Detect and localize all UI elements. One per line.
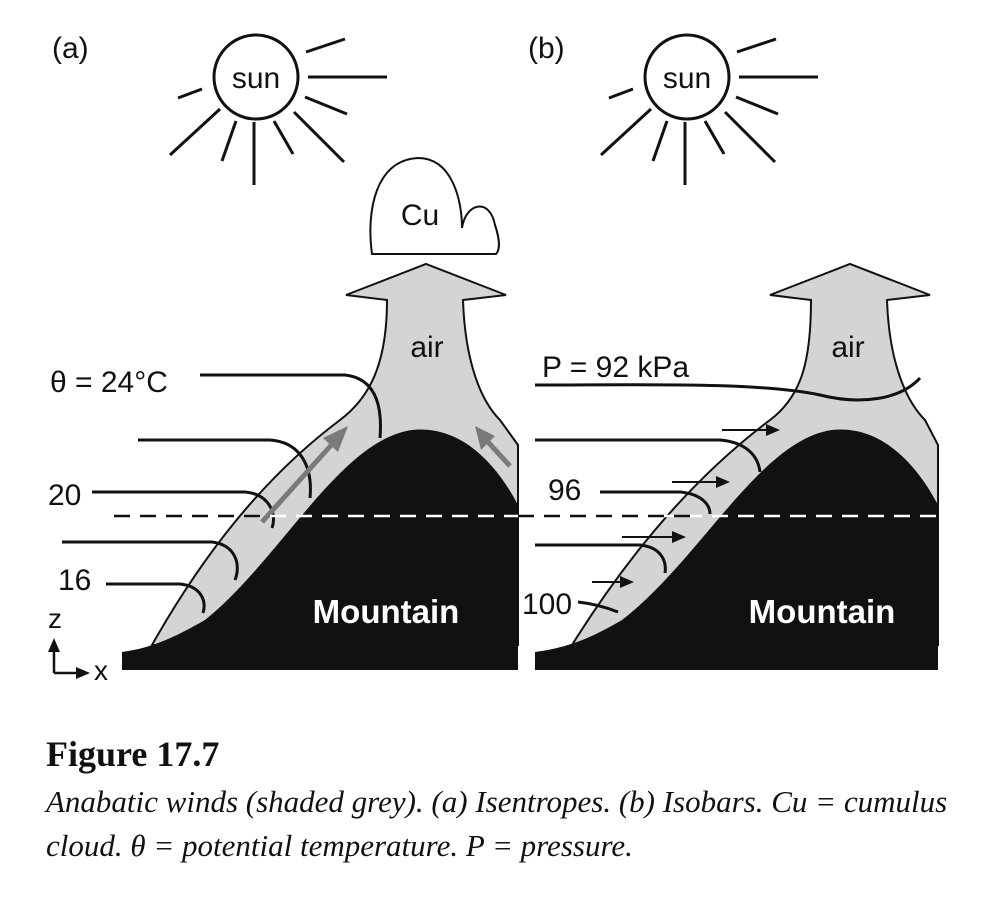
sun-icon <box>599 33 818 185</box>
sun-label-a: sun <box>232 62 280 95</box>
isentrope-label-24: θ = 24°C <box>50 366 168 399</box>
mountain-a <box>122 429 518 670</box>
isentropes <box>62 373 382 614</box>
isobar-label-92: P = 92 kPa <box>542 351 689 384</box>
isobar-label-100: 100 <box>522 588 572 621</box>
caption-text: Anabatic winds (shaded grey). (a) Isentr… <box>46 784 948 863</box>
pressure-gradient-arrows <box>592 424 780 588</box>
mountain-b <box>535 429 938 670</box>
isentrope-label-16: 16 <box>58 564 91 597</box>
axes-icon <box>48 638 90 679</box>
mountain-label-b: Mountain <box>749 593 896 630</box>
upslope-wind-arrows <box>260 426 512 524</box>
panel-b-tag: (b) <box>528 32 565 65</box>
isobars <box>534 376 922 614</box>
figure-caption: Figure 17.7 Anabatic winds (shaded grey)… <box>46 734 986 868</box>
anabatic-wind-diagram: (a) sun Cu air Mountain <box>48 32 940 686</box>
panel-a: (a) sun Cu air Mountain <box>48 32 519 686</box>
sun-icon <box>168 33 387 185</box>
z-axis-label: z <box>48 603 62 634</box>
mountain-label-a: Mountain <box>313 593 460 630</box>
panel-b: (b) sun air Mountain P = <box>522 32 939 670</box>
cumulus-cloud <box>369 156 500 255</box>
x-axis-label: x <box>94 655 108 686</box>
caption-title: Figure 17.7 <box>46 734 220 774</box>
isentrope-label-20: 20 <box>48 479 81 512</box>
air-label-a: air <box>410 331 443 364</box>
isobar-label-96: 96 <box>548 474 581 507</box>
air-label-b: air <box>831 331 864 364</box>
sun-label-b: sun <box>663 62 711 95</box>
cloud-label: Cu <box>401 199 439 232</box>
panel-a-tag: (a) <box>52 32 89 65</box>
